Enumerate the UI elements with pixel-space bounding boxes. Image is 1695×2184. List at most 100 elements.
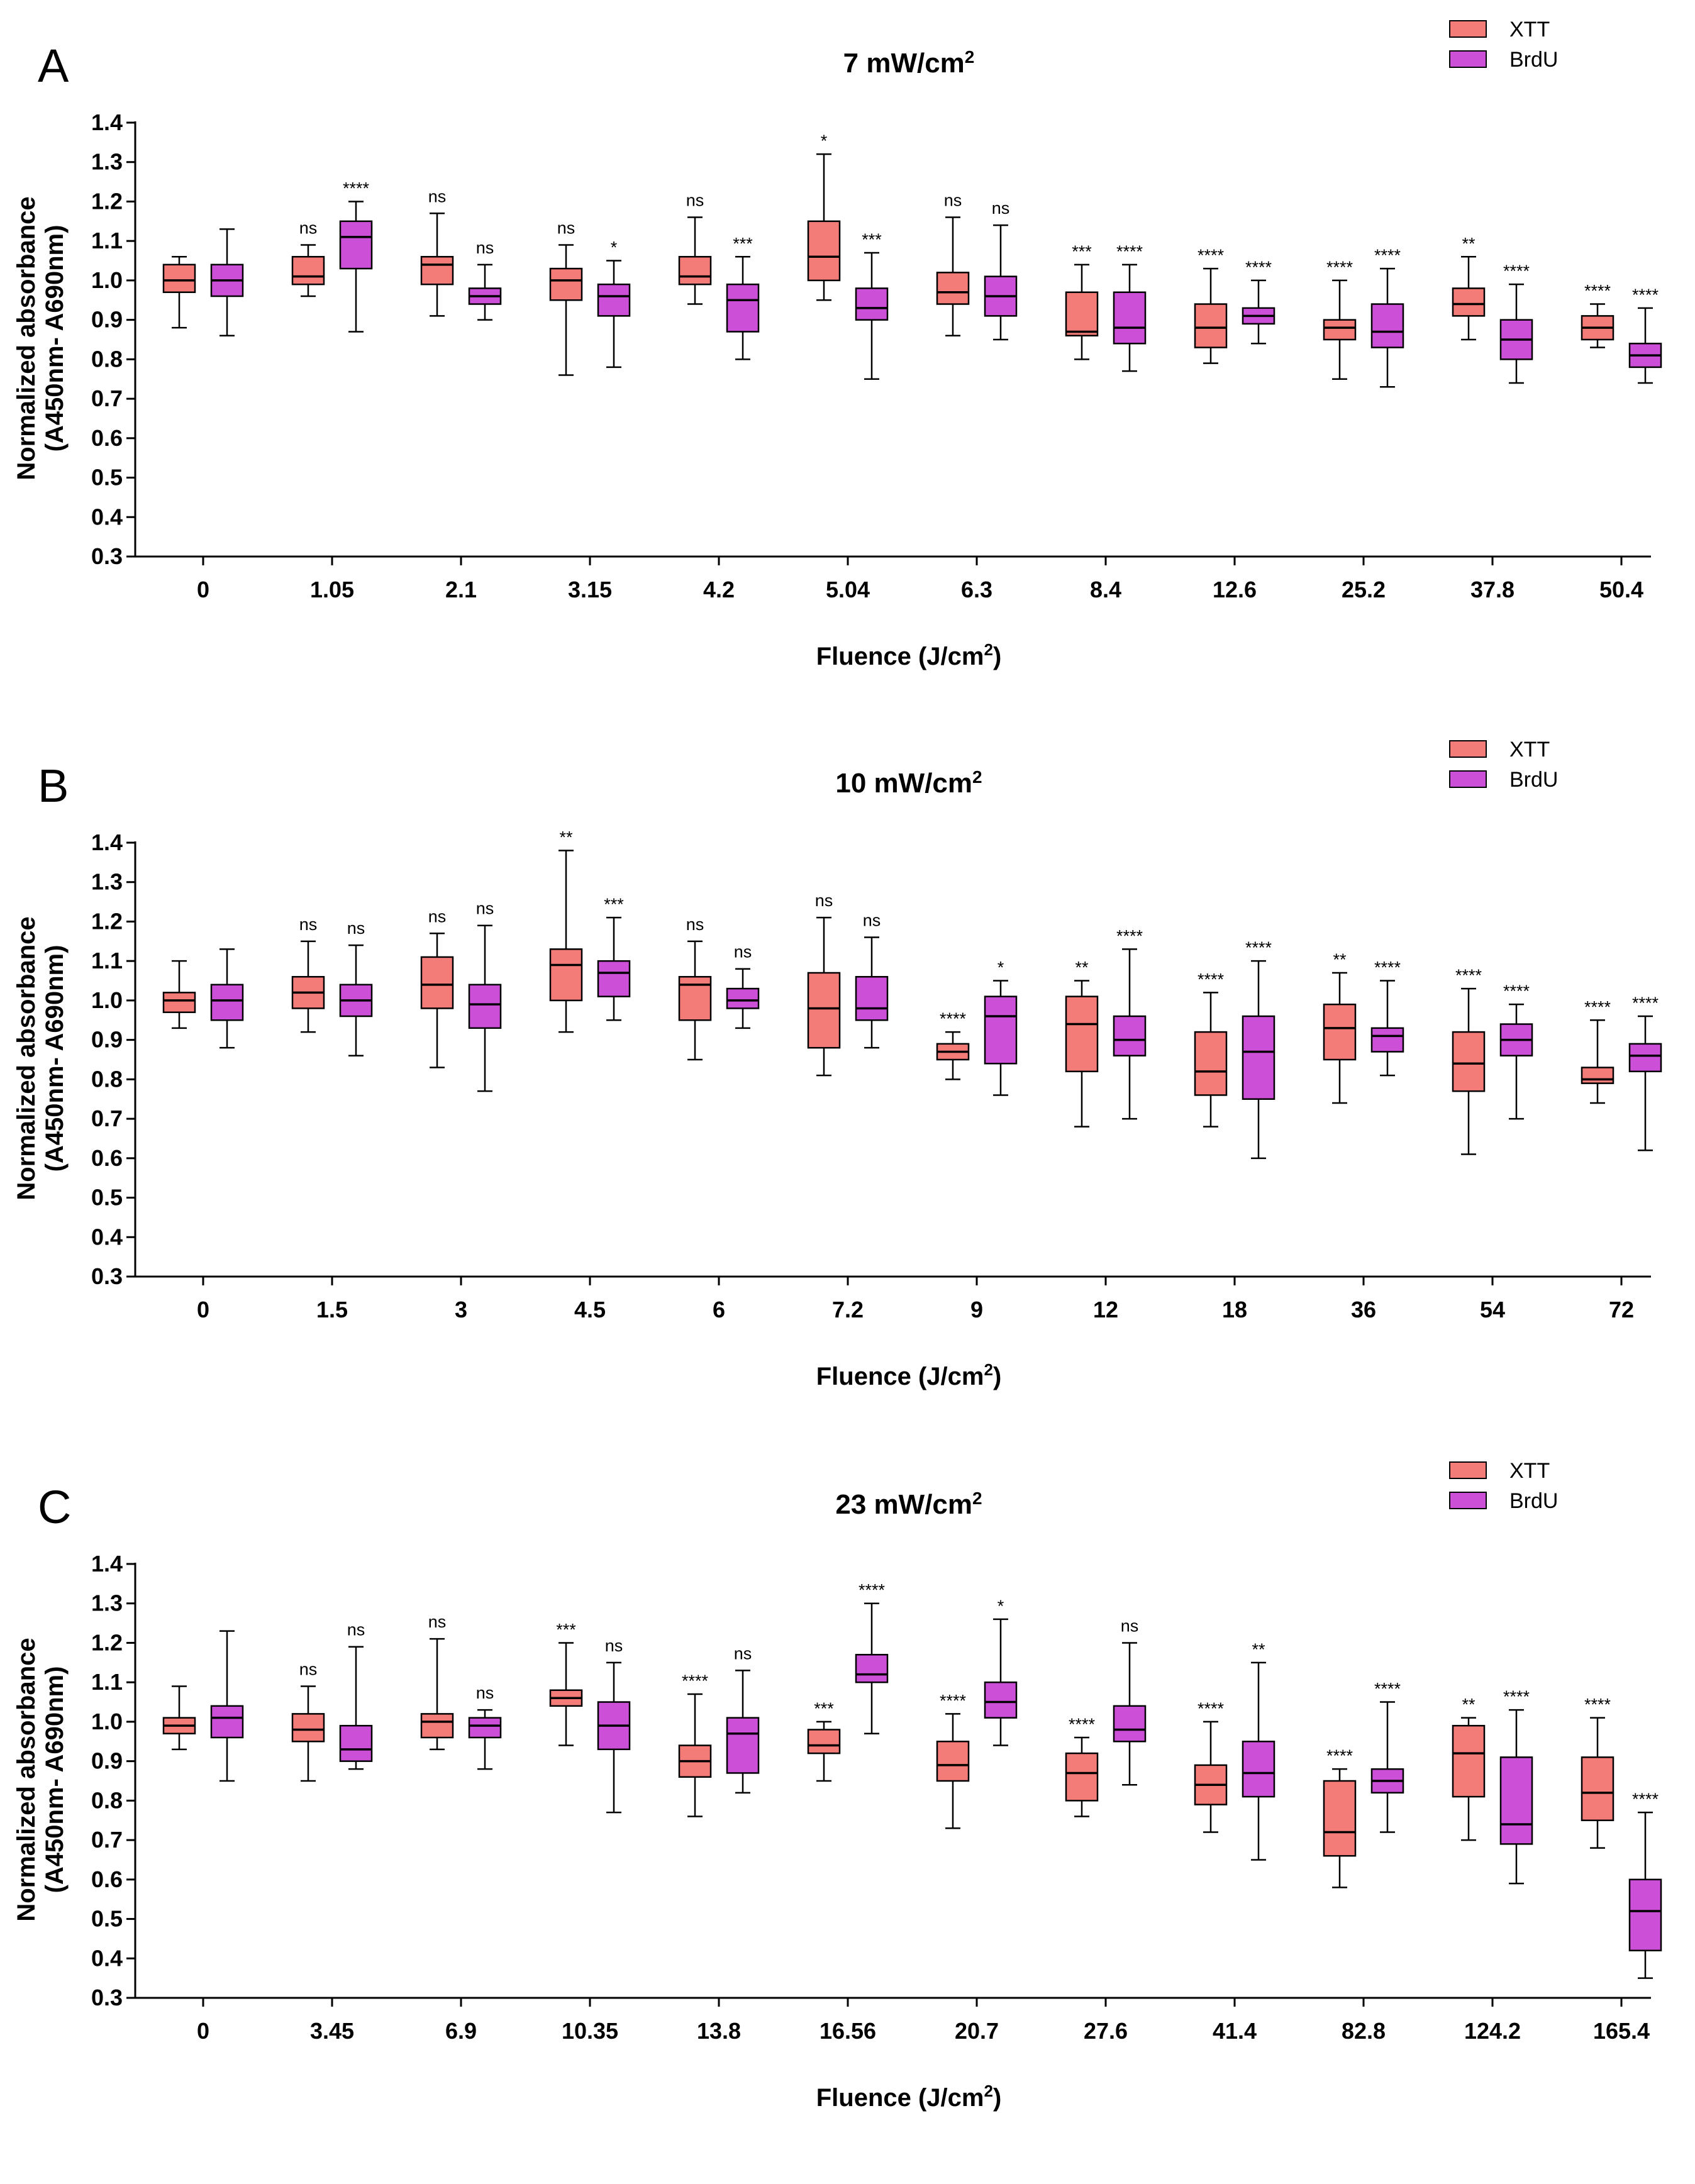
significance-label: ns <box>299 1660 318 1678</box>
iqr-box <box>855 287 889 321</box>
legend-swatch-xtt <box>1449 1461 1487 1479</box>
significance-label: ** <box>1252 1640 1265 1659</box>
box-xtt-10: **** <box>1452 966 1486 1155</box>
y-tick-label: 1.1 <box>91 228 123 253</box>
x-tick-label: 16.56 <box>820 2018 876 2044</box>
y-tick-label: 1.2 <box>91 1629 123 1655</box>
x-tick-label: 3.15 <box>568 577 612 602</box>
iqr-box <box>210 984 244 1021</box>
iqr-box <box>420 256 454 285</box>
iqr-box <box>339 220 373 270</box>
x-tick-label: 6.9 <box>445 2018 477 2044</box>
significance-label: ns <box>347 919 365 938</box>
y-axis-label-line2: (A450nm- A690nm) <box>41 945 69 1172</box>
box-xtt-8: **** <box>1194 1699 1228 1833</box>
iqr-box <box>1323 1003 1357 1061</box>
iqr-box <box>1452 1724 1486 1798</box>
box-brdu-8: ** <box>1242 1640 1275 1861</box>
chart-title-sup: 2 <box>972 767 982 787</box>
legend-swatch-brdu <box>1449 50 1487 68</box>
legend: XTT BrdU <box>1449 738 1558 792</box>
iqr-box <box>984 1681 1018 1719</box>
box-xtt-6: ns <box>936 191 970 336</box>
x-axis-label-sup: 2 <box>984 1360 992 1379</box>
box-xtt-3: ns <box>549 218 583 376</box>
box-xtt-7: **** <box>1065 1715 1099 1817</box>
significance-label: ** <box>1462 1695 1475 1714</box>
iqr-box <box>162 992 196 1013</box>
iqr-box <box>597 960 631 997</box>
iqr-box <box>726 1717 760 1774</box>
x-tick-label: 36 <box>1351 1297 1376 1322</box>
box-xtt-11: **** <box>1581 282 1614 348</box>
significance-label: *** <box>1072 242 1092 261</box>
iqr-box <box>1113 291 1147 345</box>
significance-label: ** <box>559 828 573 847</box>
box-xtt-8: **** <box>1194 970 1228 1128</box>
significance-label: **** <box>1632 285 1659 304</box>
box-xtt-7: ** <box>1065 958 1099 1128</box>
y-tick-label: 1.3 <box>91 869 123 895</box>
box-brdu-4: *** <box>726 234 760 360</box>
iqr-box <box>1581 1067 1614 1084</box>
iqr-box <box>1452 1031 1486 1092</box>
box-xtt-10: ** <box>1452 234 1486 341</box>
legend: XTT BrdU <box>1449 1459 1558 1513</box>
legend-label-xtt: XTT <box>1509 738 1550 762</box>
x-tick-label: 124.2 <box>1464 2018 1521 2044</box>
iqr-box <box>1194 1031 1228 1096</box>
significance-label: **** <box>1455 966 1482 985</box>
x-tick-label: 25.2 <box>1342 577 1386 602</box>
significance-label: ns <box>686 915 704 934</box>
x-axis-label-tail: ) <box>993 1363 1001 1390</box>
x-tick-label: 6 <box>713 1297 725 1322</box>
y-tick-label: 0.3 <box>91 1985 123 2010</box>
box-xtt-2: ns <box>420 907 454 1068</box>
legend-swatch-xtt <box>1449 740 1487 758</box>
y-tick-label: 1.0 <box>91 1709 123 1734</box>
y-tick-label: 0.4 <box>91 1945 123 1971</box>
significance-label: **** <box>1245 938 1272 957</box>
box-xtt-0 <box>162 1685 196 1751</box>
box-xtt-11: **** <box>1581 1695 1614 1849</box>
significance-label: **** <box>343 179 370 197</box>
x-tick-label: 54 <box>1480 1297 1505 1322</box>
x-tick-label: 18 <box>1222 1297 1247 1322</box>
box-brdu-7: **** <box>1113 926 1147 1120</box>
y-tick-label: 1.1 <box>91 1669 123 1695</box>
box-xtt-2: ns <box>420 1612 454 1751</box>
legend-swatch-brdu <box>1449 1492 1487 1509</box>
iqr-box <box>1370 1027 1404 1053</box>
x-tick-label: 165.4 <box>1593 2018 1650 2044</box>
box-brdu-10: **** <box>1499 982 1533 1120</box>
box-brdu-5: ns <box>855 911 889 1049</box>
significance-label: ** <box>1333 950 1347 969</box>
significance-label: **** <box>1374 1680 1401 1699</box>
iqr-box <box>1113 1015 1147 1056</box>
box-brdu-11: **** <box>1628 994 1662 1151</box>
significance-label: ns <box>428 1612 447 1631</box>
box-xtt-6: **** <box>936 1009 970 1080</box>
iqr-box <box>726 987 760 1009</box>
iqr-box <box>1628 1878 1662 1951</box>
x-tick-label: 10.35 <box>562 2018 618 2044</box>
x-tick-label: 7.2 <box>832 1297 864 1322</box>
legend-label-xtt: XTT <box>1509 18 1550 42</box>
panel-letter: C <box>38 1481 71 1533</box>
iqr-box <box>807 972 841 1049</box>
x-tick-label: 4.2 <box>703 577 735 602</box>
box-brdu-8: **** <box>1242 938 1275 1160</box>
y-tick-label: 1.4 <box>91 1551 123 1577</box>
iqr-box <box>291 1713 325 1743</box>
y-tick-label: 1.3 <box>91 1590 123 1616</box>
y-tick-label: 0.9 <box>91 307 123 333</box>
box-brdu-9: **** <box>1370 958 1404 1077</box>
significance-label: **** <box>1198 1699 1225 1718</box>
box-brdu-9: **** <box>1370 1680 1404 1833</box>
significance-label: **** <box>1198 970 1225 989</box>
y-tick-label: 1.0 <box>91 267 123 293</box>
significance-label: ns <box>605 1636 623 1655</box>
x-axis-label: Fluence (J/cm2) <box>816 1360 1002 1390</box>
box-brdu-1: ns <box>339 1621 373 1770</box>
significance-label: **** <box>1326 258 1353 277</box>
